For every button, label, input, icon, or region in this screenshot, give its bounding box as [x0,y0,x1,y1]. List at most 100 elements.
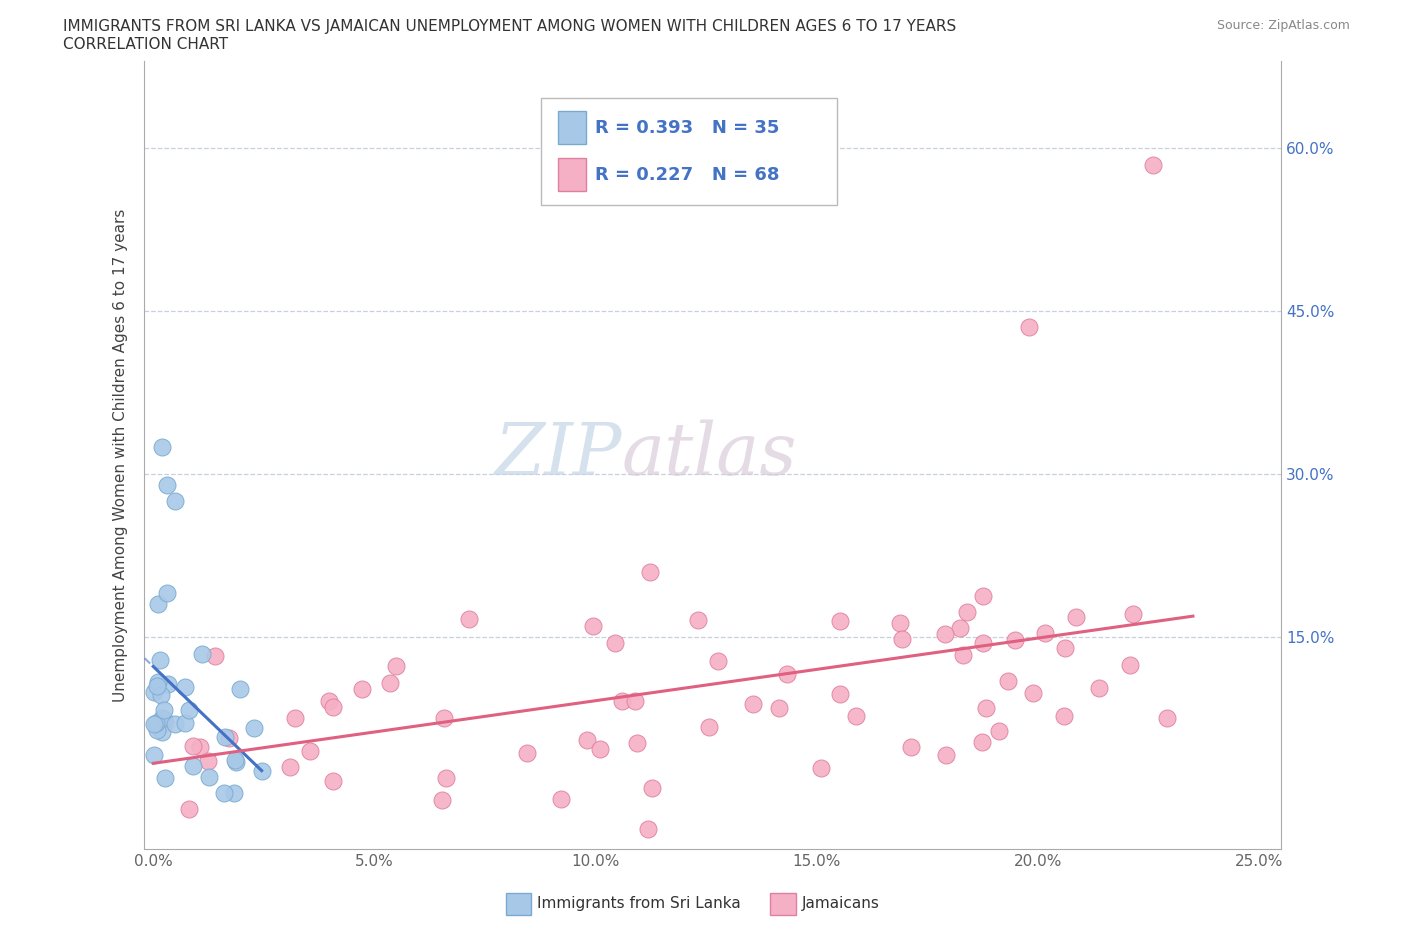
Point [190,646,212,661]
Point [935,748,957,763]
Text: IMMIGRANTS FROM SRI LANKA VS JAMAICAN UNEMPLOYMENT AMONG WOMEN WITH CHILDREN AGE: IMMIGRANTS FROM SRI LANKA VS JAMAICAN UN… [63,19,956,33]
Point [225,755,247,770]
Point [589,742,612,757]
Point [1018,320,1040,335]
Point [707,653,730,668]
Point [1156,711,1178,725]
Point [828,613,851,628]
Point [149,653,172,668]
Point [146,723,169,737]
Point [204,648,226,663]
Text: Immigrants from Sri Lanka: Immigrants from Sri Lanka [537,897,741,911]
Point [145,678,167,693]
Point [1142,157,1164,172]
Point [697,719,720,734]
Point [623,694,645,709]
Point [638,565,661,579]
Text: ZIP: ZIP [495,419,621,490]
Point [298,744,321,759]
Point [318,694,340,709]
Point [637,821,659,836]
Point [626,736,648,751]
Point [152,711,174,725]
Point [550,791,572,806]
Point [1004,632,1026,647]
Point [741,697,763,711]
Point [972,589,994,604]
Point [143,685,166,700]
Point [197,753,219,768]
Point [174,680,197,695]
Point [576,733,599,748]
Point [177,702,200,717]
Point [250,764,273,778]
Point [976,701,998,716]
Point [224,753,246,768]
Text: CORRELATION CHART: CORRELATION CHART [63,37,228,52]
Point [152,702,174,717]
Point [1054,640,1077,655]
Point [688,612,710,627]
Text: Source: ZipAtlas.com: Source: ZipAtlas.com [1216,19,1350,32]
Point [143,717,166,732]
Point [810,761,832,776]
Point [1119,658,1142,672]
Point [181,739,204,754]
Point [934,626,956,641]
Point [516,746,538,761]
Point [603,635,626,650]
Point [322,699,344,714]
Point [174,715,197,730]
Point [155,586,177,601]
Text: R = 0.227   N = 68: R = 0.227 N = 68 [595,166,779,183]
Point [157,677,180,692]
Text: Jamaicans: Jamaicans [801,897,879,911]
Point [952,648,974,663]
Point [228,682,250,697]
Point [582,619,605,634]
Point [900,739,922,754]
Point [988,724,1011,738]
Point [278,759,301,774]
Point [146,674,169,689]
Point [163,717,186,732]
Point [177,802,200,817]
Point [153,715,176,730]
Point [972,635,994,650]
Point [845,709,868,724]
Point [434,771,457,786]
Point [242,720,264,735]
Point [997,674,1019,689]
Point [828,686,851,701]
Point [433,711,456,725]
Point [1064,610,1087,625]
Point [949,620,972,635]
Point [956,604,979,619]
Point [284,711,307,725]
Point [152,724,174,739]
Point [1022,685,1045,700]
Point [150,440,173,455]
Point [224,786,246,801]
Point [1122,606,1144,621]
Point [776,667,799,682]
Point [146,597,169,612]
Point [457,612,479,627]
Point [155,477,177,492]
Point [145,715,167,730]
Point [152,711,174,726]
Point [1088,681,1111,696]
Point [188,739,211,754]
Point [889,616,911,631]
Point [1033,626,1056,641]
Point [214,729,236,744]
Point [212,785,235,800]
Point [1053,708,1076,723]
Text: R = 0.393   N = 35: R = 0.393 N = 35 [595,119,779,137]
Point [143,747,166,762]
Point [891,631,914,646]
Point [155,770,177,785]
Y-axis label: Unemployment Among Women with Children Ages 6 to 17 years: Unemployment Among Women with Children A… [114,208,128,702]
Point [610,694,633,709]
Point [322,774,344,789]
